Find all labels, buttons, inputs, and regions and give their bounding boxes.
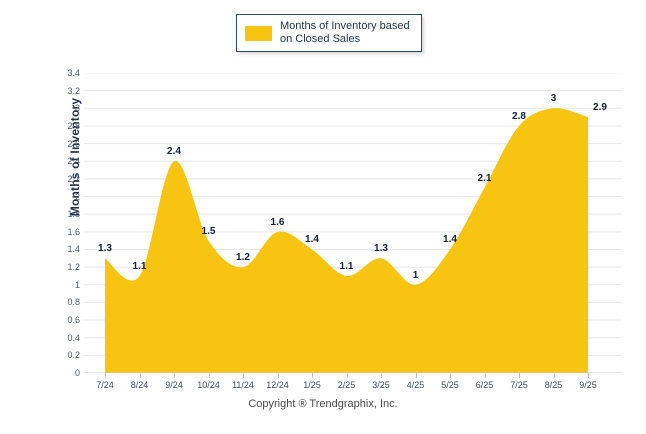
x-axis-tick-mark [553, 373, 555, 378]
x-axis-tick-mark [174, 373, 175, 378]
x-axis-tick-mark [243, 373, 244, 378]
x-axis-tick-mark [588, 373, 589, 378]
x-axis-tick-mark [312, 373, 313, 378]
data-point-label: 1.6 [270, 216, 285, 228]
x-axis-tick-mark [277, 373, 279, 378]
y-axis-tick-label: 2.2 [67, 173, 80, 184]
data-point-label: 2.8 [512, 110, 526, 122]
x-axis-tick-mark [519, 373, 520, 378]
legend-series-label: Months of Inventory based on Closed Sale… [280, 20, 410, 45]
data-point-label: 1.5 [201, 225, 216, 237]
x-axis-tick-mark [484, 373, 486, 378]
data-point-label: 3 [550, 93, 557, 105]
y-axis-tick-label: 0.4 [67, 332, 80, 343]
y-axis-tick-label: 0.8 [67, 297, 80, 308]
y-axis-tick-label: 3.2 [67, 85, 80, 96]
legend-color-swatch-icon [245, 25, 272, 41]
data-point-label: 1.1 [132, 260, 147, 272]
x-axis-tick-mark [208, 373, 210, 378]
x-axis-tick-mark [346, 373, 348, 378]
data-point-label: 1.3 [374, 243, 388, 255]
x-axis-tick-mark [450, 373, 451, 378]
y-axis-tick-label: 2.6 [67, 138, 80, 149]
x-axis-tick-label: 2/25 [337, 380, 356, 390]
y-axis-tick-label: 0.6 [67, 315, 80, 326]
x-axis-tick-label: 7/25 [510, 380, 528, 390]
data-point-label: 2.9 [593, 102, 607, 114]
x-axis-tick-label: 9/24 [165, 380, 183, 390]
data-point-label: 1.1 [339, 260, 354, 272]
x-axis-tick-label: 12/24 [266, 380, 289, 390]
y-axis-tick-label: 2.8 [67, 120, 80, 131]
copyright-footer: Copyright ® Trendgraphix, Inc. [248, 398, 398, 410]
data-point-label: 1.4 [443, 234, 457, 246]
x-axis-tick-label: 8/24 [130, 380, 149, 390]
data-point-label: 1.3 [98, 243, 112, 255]
x-axis-tick-mark [381, 373, 382, 378]
x-axis-tick-label: 4/25 [406, 380, 425, 390]
data-point-label: 1 [412, 269, 419, 281]
data-point-label: 1.4 [305, 234, 319, 246]
x-axis-tick-mark [415, 373, 417, 378]
plot-area: 1.3 1.1 2.4 1.5 1.2 1.6 1.4 1.1 1.3 1 1.4 2.1 2.8 3 2.… [84, 73, 622, 373]
area-series-path [105, 108, 588, 373]
y-axis-tick-label: 1.2 [67, 262, 80, 273]
x-axis-tick-label: 9/25 [579, 380, 597, 390]
x-axis-tick-label: 5/25 [441, 380, 459, 390]
y-axis-tick-label: 2 [74, 191, 80, 202]
area-chart-svg [84, 73, 622, 373]
x-axis-tick-mark [139, 373, 141, 378]
x-axis-ticks: 7/24 8/24 9/24 10/24 11/24 12/24 1/25 2/25 3/25 4… [84, 373, 622, 393]
data-point-label: 2.1 [477, 172, 492, 184]
y-axis-tick-label: 0.2 [67, 350, 80, 361]
x-axis-tick-label: 6/25 [475, 380, 494, 390]
y-axis-tick-label: 1.4 [67, 244, 80, 255]
y-axis-tick-label: 2.4 [67, 156, 80, 167]
data-point-label: 2.4 [167, 146, 181, 158]
x-axis-tick-label: 11/24 [232, 380, 254, 390]
y-axis-ticks: 0 0.2 0.4 0.6 0.8 1 1.2 1.4 1.6 1.8 2 2.2 2.4 2.6 2.8 3… [44, 68, 80, 378]
y-axis-tick-label: 1.8 [67, 209, 80, 220]
data-point-label: 1.2 [236, 252, 250, 264]
y-axis-tick-label: 1.6 [67, 226, 80, 237]
chart-legend: Months of Inventory based on Closed Sale… [236, 14, 422, 52]
y-axis-tick-label: 3 [74, 103, 80, 114]
x-axis-tick-label: 8/25 [544, 380, 563, 390]
x-axis-tick-label: 10/24 [197, 380, 220, 390]
x-axis-tick-label: 3/25 [372, 380, 390, 390]
x-axis-tick-label: 7/24 [96, 380, 114, 390]
x-axis-tick-mark [105, 373, 106, 378]
y-axis-tick-label: 0 [74, 368, 80, 378]
y-axis-tick-label: 1 [74, 279, 80, 290]
y-axis-tick-label: 3.4 [67, 68, 80, 78]
x-axis-tick-label: 1/25 [303, 380, 321, 390]
